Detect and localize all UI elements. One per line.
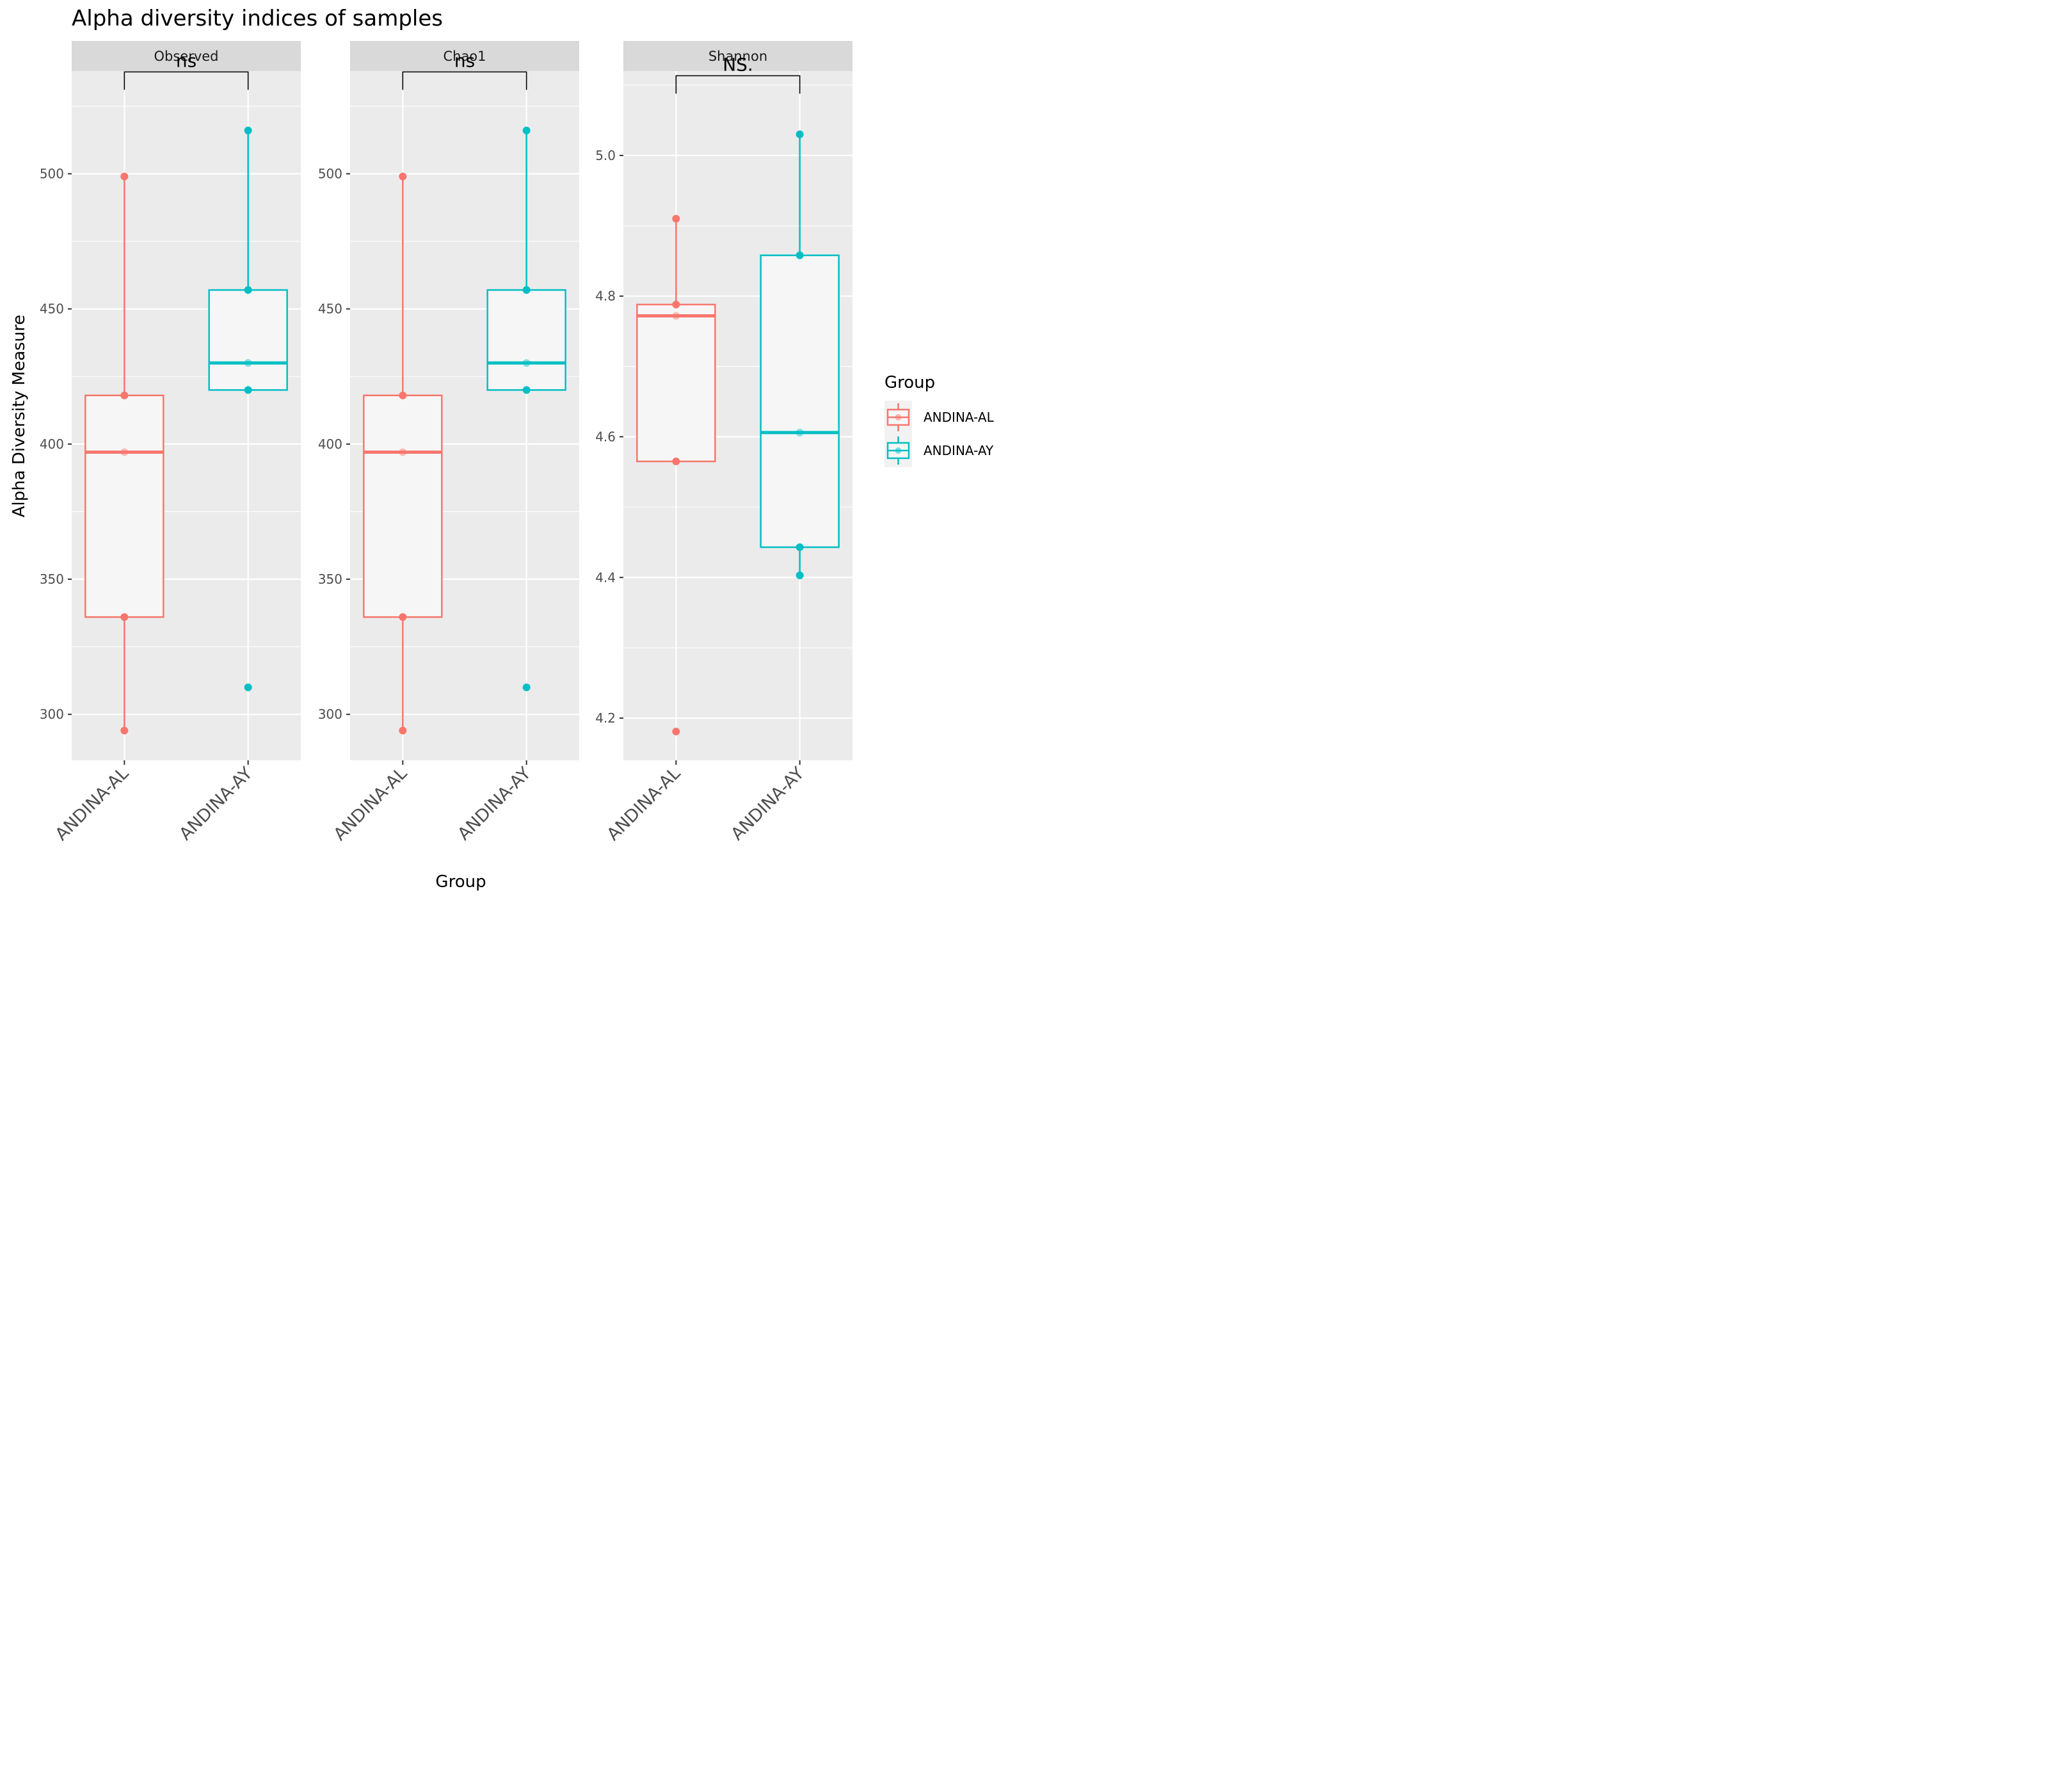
x-tick-label: ANDINA-AY [175, 764, 257, 845]
legend-title: Group [884, 373, 935, 392]
chart-title: Alpha diversity indices of samples [72, 6, 443, 31]
y-tick-label: 350 [318, 572, 342, 587]
y-tick-label: 450 [40, 301, 64, 317]
x-tick-label: ANDINA-AY [727, 764, 808, 845]
legend-entry-andina-al: ANDINA-AL [884, 401, 995, 434]
significance-label: ns [176, 50, 196, 71]
data-point [244, 126, 252, 134]
data-point [399, 448, 407, 456]
box-shannon-andina-ay [760, 130, 840, 579]
significance-label: ns [454, 50, 475, 71]
x-tick-label: ANDINA-AL [52, 764, 133, 845]
y-tick-label: 300 [318, 707, 342, 722]
data-point [399, 391, 407, 399]
legend-entry-andina-ay: ANDINA-AY [884, 434, 994, 467]
data-point [672, 457, 680, 465]
data-point [522, 286, 531, 294]
strip-shannon [623, 41, 852, 71]
strip-label-chao1: Chao1 [443, 49, 486, 64]
legend-key-point [895, 447, 902, 454]
data-point [244, 683, 252, 691]
y-tick-label: 400 [318, 436, 342, 452]
y-tick-label: 500 [40, 166, 64, 181]
significance-bracket [675, 75, 801, 94]
data-point [522, 359, 531, 367]
data-point [120, 613, 129, 621]
legend-label: ANDINA-AY [924, 443, 994, 458]
y-tick-label: 4.2 [595, 710, 616, 726]
data-point [796, 571, 804, 579]
legend-key-point [895, 414, 902, 420]
x-tick-label: ANDINA-AL [604, 764, 685, 845]
legend-key [884, 434, 912, 467]
y-tick-label: 450 [318, 301, 342, 317]
strip-chao1 [350, 41, 579, 71]
data-point [672, 300, 680, 308]
x-tick-label: ANDINA-AY [454, 764, 535, 845]
panel-chao1: Chao1 300 350 400 450 500 ns ANDINA-AL ANDINA-AY [318, 41, 579, 845]
strip-label-observed: Observed [154, 49, 218, 64]
box-iqr [84, 394, 164, 618]
data-point [522, 683, 531, 691]
data-point [244, 359, 252, 367]
box-observed-andina-ay [208, 126, 288, 691]
data-point [796, 251, 804, 259]
data-point [120, 448, 129, 456]
data-point [244, 386, 252, 394]
data-point [672, 214, 680, 223]
alpha-diversity-chart: Alpha diversity indices of samples Obser… [10, 6, 995, 892]
x-axis-title: Group [435, 872, 486, 892]
y-tick-label: 350 [40, 572, 64, 587]
legend-items: ANDINA-AL ANDINA-AY [884, 401, 995, 467]
data-point [672, 727, 680, 735]
data-point [399, 172, 407, 180]
box-shannon-andina-al [636, 214, 716, 735]
facet-panels: Observed 300 350 400 450 500 ns ANDINA-AL ANDINA… [40, 41, 852, 845]
y-tick-label: 400 [40, 436, 64, 452]
strip-observed [72, 41, 301, 71]
data-point [796, 543, 804, 552]
y-tick-label: 4.4 [595, 570, 616, 585]
y-tick-label: 4.6 [595, 429, 616, 444]
strip-label-shannon: Shannon [708, 49, 767, 64]
significance-bracket [402, 71, 527, 90]
y-tick-label: 4.8 [595, 289, 616, 304]
data-point [522, 386, 531, 394]
data-point [399, 726, 407, 735]
data-point [796, 130, 804, 138]
box-observed-andina-al [84, 172, 164, 735]
box-chao1-andina-al [363, 172, 443, 735]
y-tick-label: 5.0 [595, 148, 616, 163]
data-point [796, 428, 804, 436]
significance-bracket [124, 71, 249, 90]
data-point [522, 126, 531, 134]
box-chao1-andina-ay [486, 126, 566, 691]
box-iqr [363, 394, 443, 618]
legend-key [884, 401, 912, 434]
data-point [120, 726, 129, 735]
legend: Group ANDINA-AL ANDINA-AY [884, 373, 995, 467]
box-iqr [208, 289, 288, 391]
box-iqr [636, 303, 716, 463]
panel-shannon: Shannon 4.2 4.4 4.6 4.8 5.0 NS. ANDINA-AL ANDINA… [595, 41, 852, 845]
data-point [672, 312, 680, 320]
data-point [244, 286, 252, 294]
data-point [399, 613, 407, 621]
y-axis-title: Alpha Diversity Measure [10, 315, 29, 518]
legend-label: ANDINA-AL [924, 410, 995, 425]
y-tick-label: 500 [318, 166, 342, 181]
data-point [120, 172, 129, 180]
y-tick-label: 300 [40, 707, 64, 722]
box-iqr [486, 289, 566, 391]
panel-observed: Observed 300 350 400 450 500 ns ANDINA-AL ANDINA… [40, 41, 301, 845]
box-iqr [760, 254, 840, 548]
x-tick-label: ANDINA-AL [330, 764, 412, 845]
significance-label: NS. [723, 54, 753, 75]
data-point [120, 391, 129, 399]
